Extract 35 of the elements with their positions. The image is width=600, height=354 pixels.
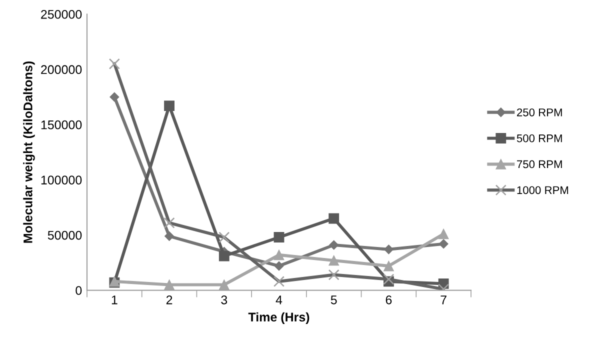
point: [329, 240, 339, 250]
y-tick-label: 200000: [41, 65, 82, 74]
point: [164, 100, 174, 112]
y-axis-title: Molecular weight (KiloDaltons): [23, 62, 35, 243]
legend-label: 500 RPM: [516, 134, 562, 142]
x-tick-label: 5: [330, 296, 337, 304]
point: [274, 250, 284, 260]
x-tick-label: 7: [440, 296, 446, 304]
point: [218, 280, 230, 290]
x-tick-label: 1: [112, 296, 118, 304]
point: [164, 231, 174, 241]
point: [274, 232, 284, 242]
point: [328, 213, 340, 224]
y-tick-label: 100000: [41, 176, 82, 184]
legend-label: 250 RPM: [517, 108, 562, 116]
x-axis-title: Time (Hrs): [248, 312, 310, 324]
point: [384, 260, 394, 272]
point: [438, 239, 448, 249]
point: [384, 244, 394, 254]
y-tick-label: 150000: [41, 120, 82, 130]
x-tick-label: 3: [221, 295, 228, 304]
point: [164, 280, 174, 290]
point: [218, 250, 230, 262]
x-tick-label: 4: [276, 296, 282, 304]
y-tick-label: 50000: [48, 230, 82, 240]
point: [110, 92, 120, 102]
x-tick-label: 6: [386, 295, 392, 304]
point: [274, 261, 284, 271]
point: [328, 255, 340, 266]
y-tick-label: 0: [76, 286, 82, 295]
point: [438, 228, 449, 240]
legend-label: 750 RPM: [517, 160, 562, 168]
x-tick-label: 2: [166, 295, 172, 304]
y-tick-label: 250000: [41, 10, 82, 19]
legend-label: 1000 RPM: [517, 186, 568, 194]
